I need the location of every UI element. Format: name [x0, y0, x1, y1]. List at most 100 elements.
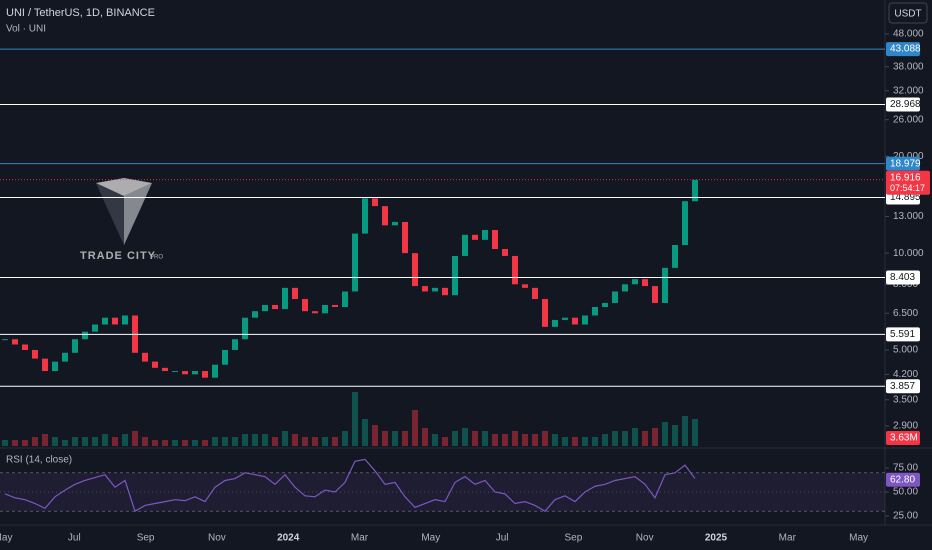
candle	[552, 319, 558, 327]
price-tick-label: 2.900	[893, 421, 918, 432]
candle	[272, 304, 278, 310]
time-tick-label: Sep	[565, 533, 583, 544]
candle	[182, 371, 188, 375]
level-label: 43.088	[890, 44, 921, 55]
level-box	[886, 270, 920, 285]
candle	[642, 279, 648, 287]
candle	[112, 317, 118, 325]
candle	[392, 221, 398, 226]
candle	[352, 233, 358, 292]
candle	[192, 371, 198, 375]
candle	[242, 317, 248, 340]
candle	[492, 230, 498, 250]
candle	[212, 364, 218, 378]
time-tick-label: Nov	[636, 533, 654, 544]
volume-box	[886, 431, 920, 445]
candle	[222, 349, 228, 365]
watermark: TRADE CITY PRO	[80, 178, 163, 262]
candle	[62, 352, 68, 362]
candle	[472, 234, 478, 240]
price-tick-label: 5.000	[893, 345, 918, 356]
time-tick-label: Nov	[208, 533, 226, 544]
candle	[142, 352, 148, 362]
price-tick-label: 6.500	[893, 308, 918, 319]
candle	[32, 349, 38, 359]
currency[interactable]: USDT	[894, 9, 921, 20]
candle	[572, 317, 578, 325]
price-tick-label: 32.000	[893, 85, 924, 96]
candle	[602, 302, 608, 308]
candle	[442, 287, 448, 296]
candle	[12, 339, 18, 345]
level-box	[886, 379, 920, 394]
volume-title: Vol · UNI	[6, 24, 46, 35]
time-tick-label: Mar	[779, 533, 797, 544]
price-tick-label: 4.200	[893, 369, 918, 380]
price-tick-label: 3.500	[893, 394, 918, 405]
candle	[252, 311, 258, 318]
time-tick-label: Sep	[137, 533, 155, 544]
time-tick-label: May	[0, 533, 12, 544]
countdown: 07:54:17	[890, 183, 925, 193]
candle	[152, 361, 158, 368]
candle	[122, 315, 128, 325]
rsi-line	[4, 458, 696, 513]
rsi-tick-label: 25.00	[893, 511, 918, 522]
candle	[512, 255, 518, 285]
candle	[92, 324, 98, 332]
candle	[402, 221, 408, 254]
candle	[82, 331, 88, 340]
time-tick-label: 2024	[277, 533, 300, 544]
candle	[172, 371, 178, 373]
price-tick-label: 13.000	[893, 211, 924, 222]
candle	[372, 198, 378, 207]
candle	[582, 315, 588, 325]
time-tick-label: Jul	[68, 533, 81, 544]
time-tick-label: 2025	[705, 533, 728, 544]
candle	[542, 299, 548, 327]
candle	[532, 287, 538, 300]
candle	[682, 201, 688, 245]
candle	[592, 307, 598, 316]
currency-button[interactable]	[888, 2, 928, 24]
price-tick-label: 26.000	[893, 114, 924, 125]
candle	[562, 317, 568, 320]
current-price-label: 16.916	[890, 172, 921, 183]
rsi-current-box	[886, 472, 920, 487]
level-box	[886, 97, 920, 112]
candle	[42, 358, 48, 372]
time-tick-label: May	[849, 533, 868, 544]
watermark-name: TRADE CITY	[80, 250, 156, 262]
candle	[202, 371, 208, 378]
candle	[72, 339, 78, 353]
rsi-current-label: 62.80	[890, 474, 915, 485]
candle	[422, 286, 428, 292]
symbol-title: UNI / TetherUS, 1D, BINANCE	[6, 7, 155, 19]
price-tick-label: 8.000	[893, 279, 918, 290]
time-tick-label: Jul	[496, 533, 509, 544]
level-box	[886, 327, 920, 342]
candle	[342, 291, 348, 308]
level-label: 28.968	[890, 99, 921, 110]
watermark-suffix: PRO	[150, 255, 163, 261]
candle	[622, 284, 628, 292]
candle	[302, 299, 308, 312]
candle	[652, 286, 658, 303]
price-tick-label: 38.000	[893, 61, 924, 72]
rsi-title: RSI (14, close)	[6, 455, 72, 466]
candle	[432, 287, 438, 292]
candle	[52, 361, 58, 372]
candle	[672, 244, 678, 268]
candle	[522, 284, 528, 288]
candle	[482, 230, 488, 240]
candle	[102, 317, 108, 325]
candle	[292, 287, 298, 300]
logo-top	[96, 178, 152, 196]
rsi-tick-label: 75.00	[893, 463, 918, 474]
candle	[312, 311, 318, 314]
candle	[2, 339, 8, 341]
candle	[612, 291, 618, 303]
price-tick-label: 20.000	[893, 151, 924, 162]
